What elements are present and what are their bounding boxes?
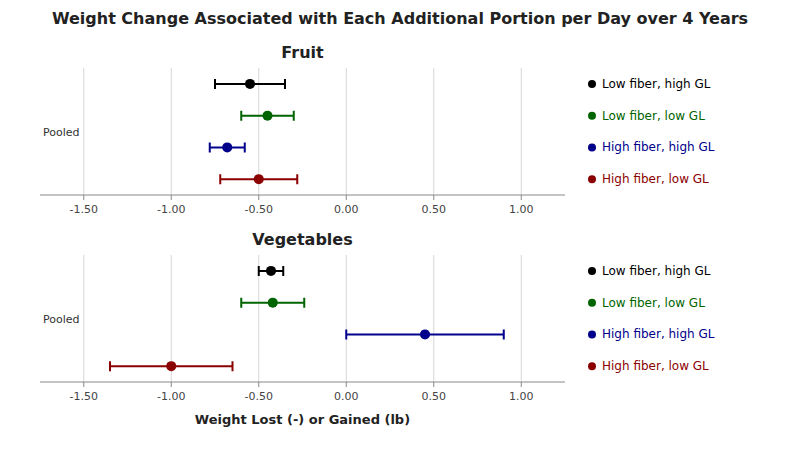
tick-label: 0.00 xyxy=(334,203,359,216)
grid-line xyxy=(171,68,172,195)
tick-label: -1.50 xyxy=(70,203,98,216)
error-bar xyxy=(210,142,245,152)
legend-swatch xyxy=(588,330,596,338)
marks xyxy=(210,79,298,184)
legend-entry: Low fiber, high GL xyxy=(602,264,711,278)
error-bar xyxy=(241,298,304,308)
tick-mark xyxy=(521,195,522,200)
tick-mark xyxy=(83,195,84,200)
legend-entry: Low fiber, high GL xyxy=(602,77,711,91)
tick-label: 0.50 xyxy=(422,390,447,403)
tick-mark xyxy=(346,195,347,200)
tick-label: -1.00 xyxy=(157,203,185,216)
x-axis-line xyxy=(40,195,565,196)
legend-entry: High fiber, high GL xyxy=(602,327,715,341)
tick-label: -0.50 xyxy=(245,390,273,403)
legend-swatch xyxy=(588,299,596,307)
grid-line xyxy=(433,68,434,195)
grid-line xyxy=(433,255,434,382)
grid-line xyxy=(521,68,522,195)
tick-mark xyxy=(258,382,259,387)
error-bar xyxy=(110,361,233,371)
tick-label: 1.00 xyxy=(509,203,534,216)
grid-line xyxy=(521,255,522,382)
legend-swatch xyxy=(588,175,596,183)
subtitle: Vegetables xyxy=(252,230,352,249)
point xyxy=(263,111,273,121)
tick-mark xyxy=(171,382,172,387)
point xyxy=(254,174,264,184)
tick-mark xyxy=(346,382,347,387)
error-bar xyxy=(220,174,297,184)
tick-label: 1.00 xyxy=(509,390,534,403)
legend-swatch xyxy=(588,80,596,88)
point xyxy=(266,266,276,276)
tick-mark xyxy=(433,382,434,387)
tick-label: -1.00 xyxy=(157,390,185,403)
subtitle: Fruit xyxy=(281,43,324,62)
legend: Low fiber, high GL Low fiber, low GL High … xyxy=(588,264,715,373)
marks xyxy=(110,266,504,371)
annotation: Pooled xyxy=(43,313,80,326)
grid-line xyxy=(83,255,84,382)
tick-mark xyxy=(521,382,522,387)
tick-label: -1.50 xyxy=(70,390,98,403)
legend-entry: Low fiber, low GL xyxy=(602,296,705,310)
legend-entry: High fiber, low GL xyxy=(602,172,709,186)
tick-mark xyxy=(83,382,84,387)
grid-line xyxy=(346,255,347,382)
grid-line xyxy=(83,68,84,195)
tick-mark xyxy=(258,195,259,200)
panel: Vegetables -1.50 -1.00 -0.50 0.00 0.50 1.00 Wei… xyxy=(40,230,715,427)
tick-mark xyxy=(171,195,172,200)
panel: Weight Change Associated with Each Addit… xyxy=(40,9,748,216)
x-axis-label: Weight Lost (-) or Gained (lb) xyxy=(195,412,410,427)
point xyxy=(222,142,232,152)
tick-label: 0.50 xyxy=(422,203,447,216)
legend-swatch xyxy=(588,362,596,370)
error-bar xyxy=(259,266,284,276)
legend-entry: High fiber, high GL xyxy=(602,140,715,154)
tick-label: -0.50 xyxy=(245,203,273,216)
point xyxy=(420,329,430,339)
error-bar xyxy=(215,79,285,89)
x-axis-line xyxy=(40,382,565,383)
annotation: Pooled xyxy=(43,126,80,139)
legend-swatch xyxy=(588,143,596,151)
tick-mark xyxy=(433,195,434,200)
chart: Weight Change Associated with Each Addit… xyxy=(0,0,800,473)
legend-entry: High fiber, low GL xyxy=(602,359,709,373)
error-bar xyxy=(346,329,504,339)
legend-swatch xyxy=(588,267,596,275)
point xyxy=(166,361,176,371)
title: Weight Change Associated with Each Addit… xyxy=(52,9,748,28)
point xyxy=(268,298,278,308)
legend-swatch xyxy=(588,112,596,120)
error-bar xyxy=(241,111,294,121)
legend: Low fiber, high GL Low fiber, low GL High … xyxy=(588,77,715,186)
point xyxy=(245,79,255,89)
legend-entry: Low fiber, low GL xyxy=(602,109,705,123)
grid-line xyxy=(346,68,347,195)
tick-label: 0.00 xyxy=(334,390,359,403)
